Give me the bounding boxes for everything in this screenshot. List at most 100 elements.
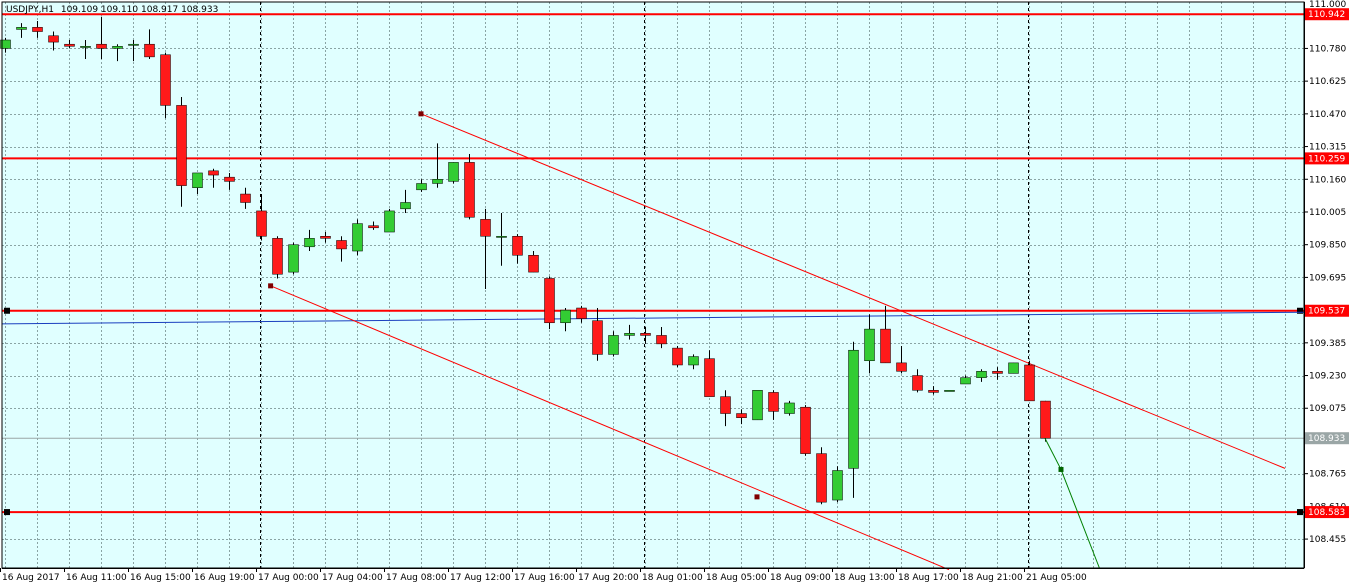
level-price-tag-bg bbox=[1305, 152, 1349, 165]
candle-body bbox=[800, 406, 811, 454]
candle bbox=[80, 39, 91, 59]
chart-title: USDJPY,H1 109.109 109.110 108.917 108.93… bbox=[6, 5, 218, 15]
candle-body bbox=[16, 27, 27, 30]
candle-body bbox=[592, 320, 603, 355]
time-tick-label: 17 Aug 20:00 bbox=[578, 573, 639, 583]
candle-body bbox=[640, 333, 651, 336]
candle bbox=[320, 232, 331, 243]
ma-line bbox=[1, 311, 1305, 325]
candle-body bbox=[928, 390, 939, 393]
candle bbox=[656, 326, 667, 349]
price-tick-label: 109.850 bbox=[1309, 241, 1346, 251]
price-tick-label: 109.075 bbox=[1309, 404, 1346, 414]
candle bbox=[288, 242, 299, 275]
candle-body bbox=[832, 470, 843, 501]
candle-body bbox=[96, 43, 107, 49]
candle bbox=[416, 179, 427, 192]
candle-body bbox=[432, 179, 443, 184]
candle bbox=[528, 251, 539, 273]
candle-body bbox=[128, 43, 139, 46]
candle bbox=[32, 20, 43, 38]
candle-body bbox=[32, 27, 43, 32]
level-price-tag: 110.259 bbox=[1308, 154, 1345, 164]
candle bbox=[208, 168, 219, 188]
candle-body bbox=[112, 46, 123, 49]
candle bbox=[864, 314, 875, 374]
candle-body bbox=[224, 176, 235, 182]
candle-body bbox=[576, 307, 587, 319]
candle-body bbox=[448, 162, 459, 182]
grid bbox=[2, 2, 1304, 568]
candle-body bbox=[544, 278, 555, 324]
moving-average bbox=[1, 311, 1305, 325]
time-tick-label: 21 Aug 05:00 bbox=[1026, 573, 1087, 583]
candle-body bbox=[736, 413, 747, 418]
candle bbox=[752, 390, 763, 421]
time-axis: 16 Aug 2017 16 Aug 11:00 16 Aug 15:00 16 Au… bbox=[0, 568, 1304, 583]
candle-body bbox=[608, 335, 619, 355]
trendline bbox=[270, 285, 950, 571]
candle-body bbox=[992, 371, 1003, 374]
candle bbox=[128, 39, 139, 62]
candle-body bbox=[1008, 362, 1019, 374]
candle-body bbox=[336, 240, 347, 250]
level-price-tag-bg bbox=[1305, 506, 1349, 519]
level-anchor-left bbox=[4, 307, 10, 314]
candle-body bbox=[64, 43, 75, 47]
candle bbox=[496, 213, 507, 266]
candle-body bbox=[368, 225, 379, 229]
candle bbox=[624, 324, 635, 340]
candle-body bbox=[192, 172, 203, 188]
candle bbox=[544, 276, 555, 330]
candle bbox=[176, 96, 187, 207]
trendlines bbox=[268, 111, 1286, 571]
candle-body bbox=[272, 238, 283, 275]
candle-body bbox=[560, 309, 571, 324]
price-tick-label: 110.005 bbox=[1309, 208, 1346, 218]
candle-body bbox=[864, 328, 875, 362]
candle bbox=[16, 23, 27, 38]
level-anchor-right bbox=[1297, 307, 1303, 314]
candle bbox=[448, 162, 459, 184]
candle-body bbox=[496, 236, 507, 238]
candle-body bbox=[624, 333, 635, 336]
level-price-tag: 108.583 bbox=[1308, 508, 1345, 518]
candle-body bbox=[688, 356, 699, 366]
candle bbox=[240, 187, 251, 209]
candle bbox=[160, 52, 171, 119]
candle bbox=[480, 208, 491, 290]
price-top-label: 111.000 bbox=[1309, 0, 1346, 10]
candle bbox=[576, 305, 587, 323]
price-tick-label: 108.455 bbox=[1309, 535, 1346, 545]
candle-body bbox=[384, 210, 395, 233]
time-tick-label: 16 Aug 11:00 bbox=[66, 573, 127, 583]
time-tick-label: 17 Aug 08:00 bbox=[386, 573, 447, 583]
candle-body bbox=[704, 358, 715, 397]
candle-body bbox=[320, 236, 331, 239]
candle-body bbox=[80, 46, 91, 48]
candle-body bbox=[960, 377, 971, 385]
candle-body bbox=[848, 349, 859, 469]
price-axis: 110.780 110.625 110.470 110.315 110.160 110.0… bbox=[1304, 0, 1349, 568]
candle-body bbox=[48, 35, 59, 43]
trend-marker bbox=[418, 111, 424, 117]
level-anchor-left bbox=[4, 509, 10, 516]
trend-marker bbox=[268, 283, 274, 289]
candle bbox=[144, 29, 155, 59]
candle-body bbox=[208, 170, 219, 176]
candle bbox=[1008, 362, 1019, 374]
candle bbox=[560, 308, 571, 332]
candle bbox=[896, 345, 907, 374]
time-tick-label: 17 Aug 00:00 bbox=[258, 573, 319, 583]
candle bbox=[1040, 400, 1051, 442]
candle bbox=[368, 221, 379, 230]
candle-body bbox=[768, 392, 779, 412]
candle-body bbox=[1024, 364, 1035, 402]
candle bbox=[816, 447, 827, 505]
time-tick-label: 16 Aug 19:00 bbox=[194, 573, 255, 583]
candle-body bbox=[304, 238, 315, 248]
level-anchor-right bbox=[1297, 509, 1303, 516]
candle bbox=[384, 208, 395, 233]
candle bbox=[192, 172, 203, 195]
